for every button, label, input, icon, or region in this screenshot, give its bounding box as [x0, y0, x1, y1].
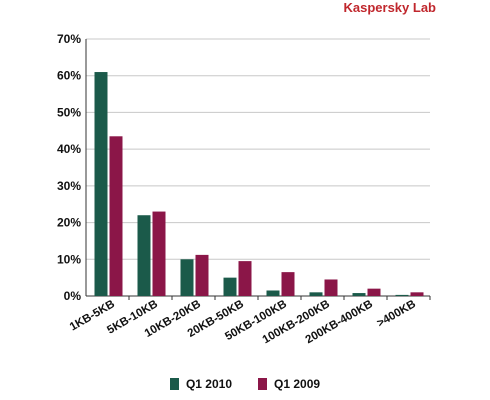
y-tick-label: 10%: [57, 252, 81, 266]
legend-item-q1-2009: Q1 2009: [258, 377, 320, 391]
legend-label-q1-2009: Q1 2009: [274, 377, 321, 391]
bar-q1-2010: [94, 72, 108, 297]
y-tick-label: 30%: [57, 179, 81, 193]
y-tick-label: 50%: [57, 105, 81, 119]
y-tick-label: 70%: [57, 32, 81, 46]
bar-q1-2009: [152, 211, 166, 296]
y-tick-label: 0%: [64, 289, 82, 303]
y-tick-label: 40%: [57, 142, 81, 156]
bar-q1-2010: [223, 277, 237, 296]
bar-q1-2009: [195, 254, 209, 296]
bar-q1-2010: [180, 259, 194, 296]
bar-q1-2009: [367, 288, 381, 296]
bar-q1-2009: [410, 292, 424, 296]
brand-label: Kaspersky Lab: [343, 0, 437, 15]
bar-q1-2009: [324, 279, 338, 296]
bar-q1-2009: [238, 261, 252, 296]
bar-q1-2009: [281, 272, 295, 296]
bar-q1-2010: [352, 293, 366, 296]
bar-q1-2010: [137, 215, 151, 296]
legend: Q1 2010 Q1 2009: [0, 377, 490, 391]
legend-label-q1-2010: Q1 2010: [185, 377, 232, 391]
legend-swatch-q1-2009: [258, 378, 267, 390]
bar-q1-2010: [266, 290, 280, 296]
y-tick-label: 60%: [57, 69, 81, 83]
y-tick-label: 20%: [57, 216, 81, 230]
x-tick-label: >400KB: [375, 298, 418, 330]
bar-chart: 0%10%20%30%40%50%60%70%1KB-5KB5KB-10KB10…: [57, 32, 431, 346]
bar-q1-2010: [395, 294, 409, 296]
bar-q1-2009: [109, 136, 123, 296]
bar-q1-2010: [309, 292, 323, 296]
legend-item-q1-2010: Q1 2010: [169, 377, 232, 391]
legend-swatch-q1-2010: [169, 378, 179, 390]
